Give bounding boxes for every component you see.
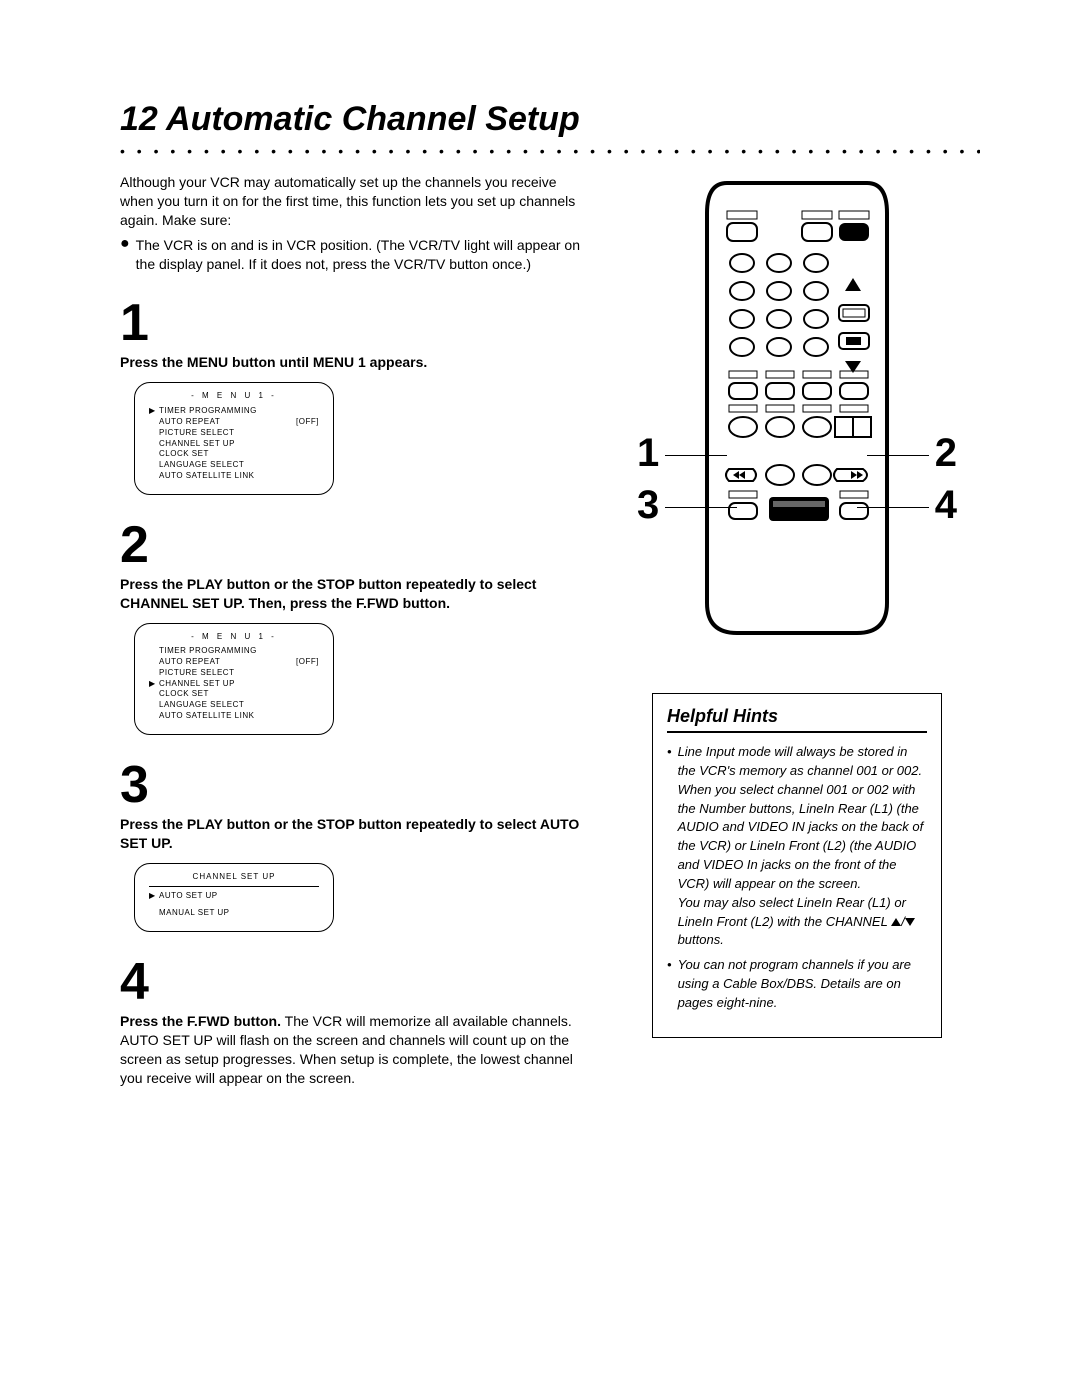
- osd2-item: TIMER PROGRAMMING: [159, 646, 319, 657]
- step-3-number: 3: [120, 759, 580, 811]
- osd-menu-2: - M E N U 1 - TIMER PROGRAMMING AUTO REP…: [134, 623, 334, 735]
- hint-1b: You may also select LineIn Rear (L1) or …: [678, 895, 906, 929]
- osd1-item: TIMER PROGRAMMING: [159, 406, 319, 417]
- right-column: 1 2 3 4 Helpful Hints Line Input mode wi…: [614, 173, 980, 1088]
- osd2-item: LANGUAGE SELECT: [159, 700, 319, 711]
- osd1-item: CHANNEL SET UP: [159, 439, 319, 450]
- title-rule: • • • • • • • • • • • • • • • • • • • • …: [120, 143, 980, 159]
- bullet-dot: ●: [120, 236, 130, 274]
- osd-channel-setup: CHANNEL SET UP ▶AUTO SET UP MANUAL SET U…: [134, 863, 334, 932]
- callout-4: 4: [935, 483, 957, 528]
- callout-1: 1: [637, 431, 659, 476]
- hint-1c: buttons.: [678, 932, 724, 947]
- remote-illustration: 1 2 3 4: [647, 173, 947, 643]
- triangle-up-icon: [891, 918, 901, 926]
- osd1-item: AUTO REPEAT: [159, 417, 296, 428]
- step-2-bold: Press the PLAY button or the STOP button…: [120, 575, 580, 613]
- osd2-item: PICTURE SELECT: [159, 668, 319, 679]
- osd3-header: CHANNEL SET UP: [149, 872, 319, 883]
- remote-svg: [687, 173, 907, 643]
- osd1-item: CLOCK SET: [159, 449, 319, 460]
- osd3-item: MANUAL SET UP: [159, 908, 319, 919]
- osd-menu-1: - M E N U 1 - ▶TIMER PROGRAMMING AUTO RE…: [134, 382, 334, 494]
- left-column: Although your VCR may automatically set …: [120, 173, 580, 1088]
- hints-title: Helpful Hints: [667, 706, 927, 733]
- bullet-text: The VCR is on and is in VCR position. (T…: [136, 236, 580, 274]
- step-4-bold: Press the F.FWD button.: [120, 1013, 281, 1029]
- intro-bullet: ● The VCR is on and is in VCR position. …: [120, 236, 580, 274]
- step-1-bold: Press the MENU button until MENU 1 appea…: [120, 353, 580, 372]
- callout-2: 2: [935, 431, 957, 476]
- osd2-item: AUTO SATELLITE LINK: [159, 711, 319, 722]
- page-number: 12: [120, 100, 158, 138]
- step-4-text: Press the F.FWD button. The VCR will mem…: [120, 1012, 580, 1088]
- step-2-number: 2: [120, 519, 580, 571]
- page-title-text: Automatic Channel Setup: [166, 100, 580, 138]
- osd1-off: [OFF]: [296, 417, 319, 428]
- step-1-number: 1: [120, 297, 580, 349]
- callout-line-1: [665, 455, 727, 456]
- helpful-hints-box: Helpful Hints Line Input mode will alway…: [652, 693, 942, 1038]
- osd2-off: [OFF]: [296, 657, 319, 668]
- callout-3: 3: [637, 483, 659, 528]
- osd3-item: AUTO SET UP: [159, 891, 319, 902]
- callout-line-4: [857, 507, 929, 508]
- step-3-bold: Press the PLAY button or the STOP button…: [120, 815, 580, 853]
- osd2-header: - M E N U 1 -: [149, 632, 319, 643]
- intro-text: Although your VCR may automatically set …: [120, 173, 580, 230]
- triangle-down-icon: [905, 918, 915, 926]
- callout-line-3: [665, 507, 737, 508]
- callout-line-2: [867, 455, 929, 456]
- hint-2: You can not program channels if you are …: [667, 956, 927, 1013]
- osd1-item: PICTURE SELECT: [159, 428, 319, 439]
- hint-2-text: You can not program channels if you are …: [678, 956, 927, 1013]
- page-title: 12 Automatic Channel Setup: [120, 100, 980, 139]
- osd2-item: CLOCK SET: [159, 689, 319, 700]
- osd1-item: AUTO SATELLITE LINK: [159, 471, 319, 482]
- osd2-item: CHANNEL SET UP: [159, 679, 319, 690]
- step-4-number: 4: [120, 956, 580, 1008]
- hint-1: Line Input mode will always be stored in…: [667, 743, 927, 950]
- hint-1a: Line Input mode will always be stored in…: [678, 744, 924, 891]
- osd2-item: AUTO REPEAT: [159, 657, 296, 668]
- osd1-item: LANGUAGE SELECT: [159, 460, 319, 471]
- osd1-header: - M E N U 1 -: [149, 391, 319, 402]
